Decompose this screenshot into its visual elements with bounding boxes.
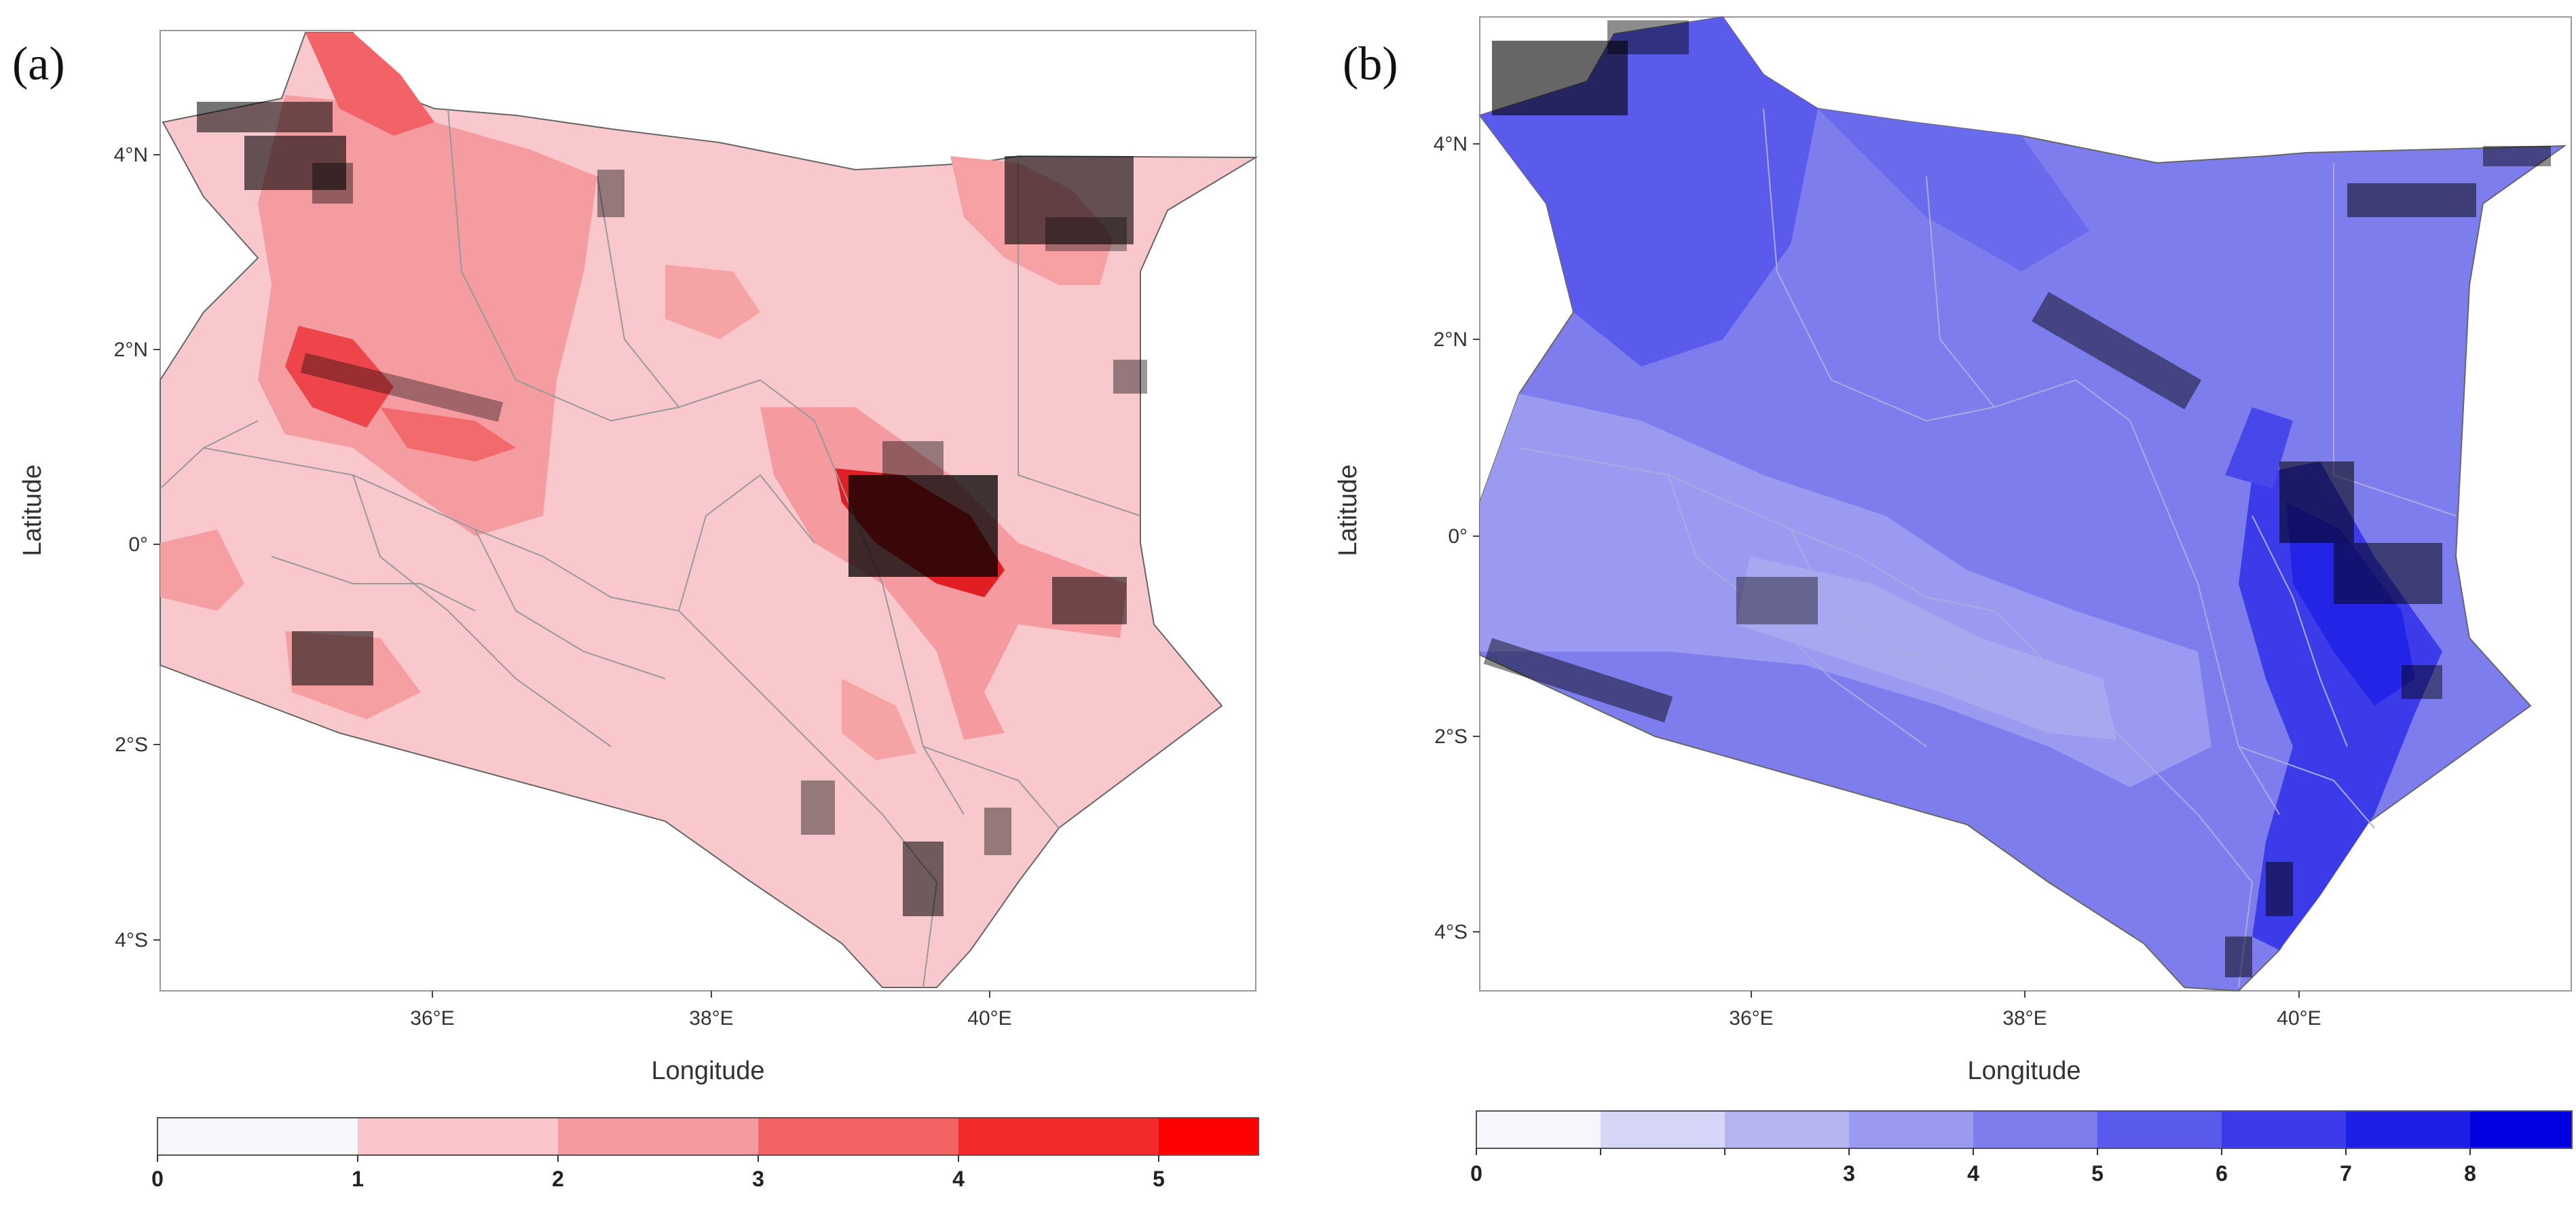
lat-tick-label: 4°S xyxy=(115,929,148,951)
colorbar-tick-label: 0 xyxy=(151,1167,164,1191)
stipple-cluster xyxy=(2225,862,2293,977)
stipple-cluster xyxy=(848,441,998,577)
admin-boundaries xyxy=(160,108,1141,988)
colorbar-tick-label: 8 xyxy=(2464,1161,2476,1186)
stipple-cluster xyxy=(1736,577,1818,624)
stipple-cluster xyxy=(2279,461,2442,604)
colorbar-swatch xyxy=(958,1118,1159,1155)
colorbar-tick-label: 0 xyxy=(1470,1161,1482,1186)
lat-tick-label: 0° xyxy=(128,533,148,556)
colorbar-swatch xyxy=(558,1118,758,1155)
colorbar-swatch xyxy=(2097,1111,2222,1148)
lon-tick-label: 38°E xyxy=(689,1007,733,1030)
colorbar-tick-label: 6 xyxy=(2216,1161,2228,1186)
lat-tick-label: 2°S xyxy=(1434,726,1468,748)
admin-boundaries xyxy=(1518,108,2457,988)
colorbar-swatch xyxy=(2222,1111,2346,1148)
stipple-cluster xyxy=(1483,638,1673,723)
lon-ticks xyxy=(432,991,990,998)
colorbar-tick-label: 3 xyxy=(1843,1161,1855,1186)
lon-tick-label: 36°E xyxy=(410,1007,454,1030)
colorbar-swatch xyxy=(1601,1111,1725,1148)
lat-ticks xyxy=(153,154,160,941)
lat-ticks xyxy=(1473,143,1480,932)
panel-label: (a) xyxy=(12,38,65,90)
map-figure-b: 4°N 2°N 0° 2°S 4°S 36°E 38°E 40°E Longit… xyxy=(1334,16,2573,1186)
colorbar-swatch xyxy=(2470,1111,2572,1148)
stipple-cluster xyxy=(1052,577,1127,624)
x-axis-title: Longitude xyxy=(652,1057,765,1085)
stipple-cluster xyxy=(2402,665,2442,699)
colorbar-tick-label: 1 xyxy=(352,1167,364,1191)
colorbar-swatch xyxy=(157,1118,358,1155)
colorbar-swatch xyxy=(2346,1111,2470,1148)
map-figure-a: 4°N 2°N 0° 2°S 4°S 36°E 38°E 40°E Longit… xyxy=(18,30,1259,1191)
lat-tick-label: 0° xyxy=(1448,525,1468,548)
lon-ticks xyxy=(1751,991,2300,998)
stipple-cluster xyxy=(597,170,624,217)
lat-tick-label: 2°S xyxy=(115,734,148,756)
panel-a: (a) xyxy=(12,30,1259,1191)
colorbar-tick-label: 4 xyxy=(952,1167,965,1191)
significance-stipples xyxy=(197,102,1147,916)
stipple-cluster xyxy=(292,631,373,685)
colorbar-swatch xyxy=(1725,1111,1849,1148)
colorbar-tick-label: 2 xyxy=(552,1167,564,1191)
lat-tick-label: 4°N xyxy=(1434,133,1468,155)
colorbar-swatch xyxy=(1476,1111,1601,1148)
lat-tick-label: 2°N xyxy=(1434,328,1468,351)
lat-tick-label: 4°S xyxy=(1434,921,1468,943)
lat-tick-label: 2°N xyxy=(114,339,148,361)
colorbar-tick-label: 3 xyxy=(752,1167,764,1191)
stipple-cluster xyxy=(903,808,1011,916)
lon-tick-label: 38°E xyxy=(2002,1007,2047,1030)
stipple-cluster xyxy=(2347,183,2476,217)
lat-tick-label: 4°N xyxy=(114,144,148,166)
stipple-cluster xyxy=(1492,20,1689,115)
colorbar-tick-label: 7 xyxy=(2340,1161,2352,1186)
colorbar-swatch xyxy=(1973,1111,2097,1148)
y-axis-title: Latitude xyxy=(18,464,47,556)
stipple-cluster xyxy=(1005,156,1134,251)
colorbar-swatch xyxy=(1159,1118,1258,1155)
lon-tick-label: 40°E xyxy=(967,1007,1011,1030)
stipple-cluster xyxy=(2031,292,2202,410)
stipple-cluster xyxy=(2483,146,2551,166)
stipple-cluster xyxy=(801,780,835,835)
colorbar-tick-label: 5 xyxy=(2091,1161,2104,1186)
colorbar-tick-label: 5 xyxy=(1153,1167,1165,1191)
panel-label: (b) xyxy=(1343,38,1398,90)
panel-b: (b) xyxy=(1288,0,2576,1206)
colorbar: 0 3 4 5 6 7 8 xyxy=(1470,1110,2573,1186)
colorbar-swatch xyxy=(1849,1111,1973,1148)
colorbar-swatch xyxy=(758,1118,958,1155)
stipple-cluster xyxy=(197,102,353,204)
lon-tick-label: 36°E xyxy=(1729,1007,1773,1030)
lon-tick-label: 40°E xyxy=(2277,1007,2321,1030)
colorbar-swatch xyxy=(358,1118,558,1155)
stipple-cluster xyxy=(300,353,504,422)
stipple-cluster xyxy=(1113,360,1147,394)
colorbar-tick-label: 4 xyxy=(1967,1161,1979,1186)
y-axis-title: Latitude xyxy=(1334,464,1362,556)
significance-stipples xyxy=(1483,20,2551,977)
x-axis-title: Longitude xyxy=(1968,1057,2081,1085)
colorbar: 0 1 2 3 4 5 xyxy=(151,1117,1259,1191)
